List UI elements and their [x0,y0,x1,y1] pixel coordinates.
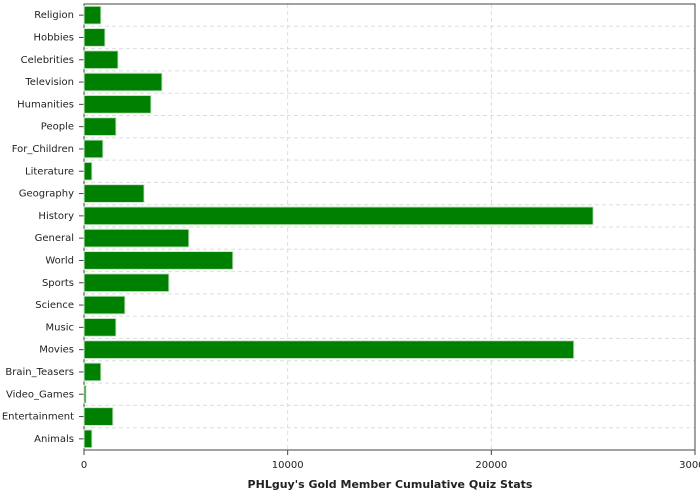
x-tick-label: 10000 [272,460,304,471]
bar [83,5,102,25]
bar [83,273,170,293]
bar [83,362,102,382]
x-tick-label: 20000 [475,460,507,471]
bar [83,117,117,137]
y-tick-label: Celebrities [21,55,74,66]
y-tick-label: Brain_Teasers [5,367,74,378]
y-tick-label: Sports [42,278,74,289]
bar [83,295,126,315]
bar [83,161,93,181]
y-tick-label: Animals [34,434,74,445]
bar [83,429,93,449]
plot-frame [83,3,696,451]
y-tick-label: Video_Games [6,389,74,400]
y-tick-label: Humanities [17,99,74,110]
bar [83,228,190,248]
bar [83,72,163,92]
y-tick-label: Entertainment [2,412,74,423]
bar [83,28,106,47]
y-tick-label: Literature [25,166,74,177]
bar [83,251,234,270]
y-tick-label: Music [46,322,74,333]
bar [83,184,145,203]
y-tick-label: People [41,122,74,133]
y-tick-label: Geography [19,189,74,200]
bar [83,407,114,426]
bar [83,139,104,159]
bar [83,206,594,226]
chart-title: PHLguy's Gold Member Cumulative Quiz Sta… [248,478,533,491]
x-tick-label: 0 [81,460,87,471]
y-tick-label: Science [35,300,74,311]
bar [83,384,87,404]
y-tick-label: Television [24,77,74,88]
bar [83,340,575,360]
y-tick-label: Hobbies [34,32,74,43]
bar [83,317,117,337]
y-tick-label: Religion [34,10,74,21]
y-tick-label: World [45,255,74,266]
y-tick-label: General [35,233,74,244]
y-tick-label: History [38,211,74,222]
x-tick-label: 30000 [679,460,700,471]
y-tick-label: Movies [39,345,74,356]
bar [83,94,152,114]
bar [83,50,119,70]
y-tick-label: For_Children [12,144,74,155]
